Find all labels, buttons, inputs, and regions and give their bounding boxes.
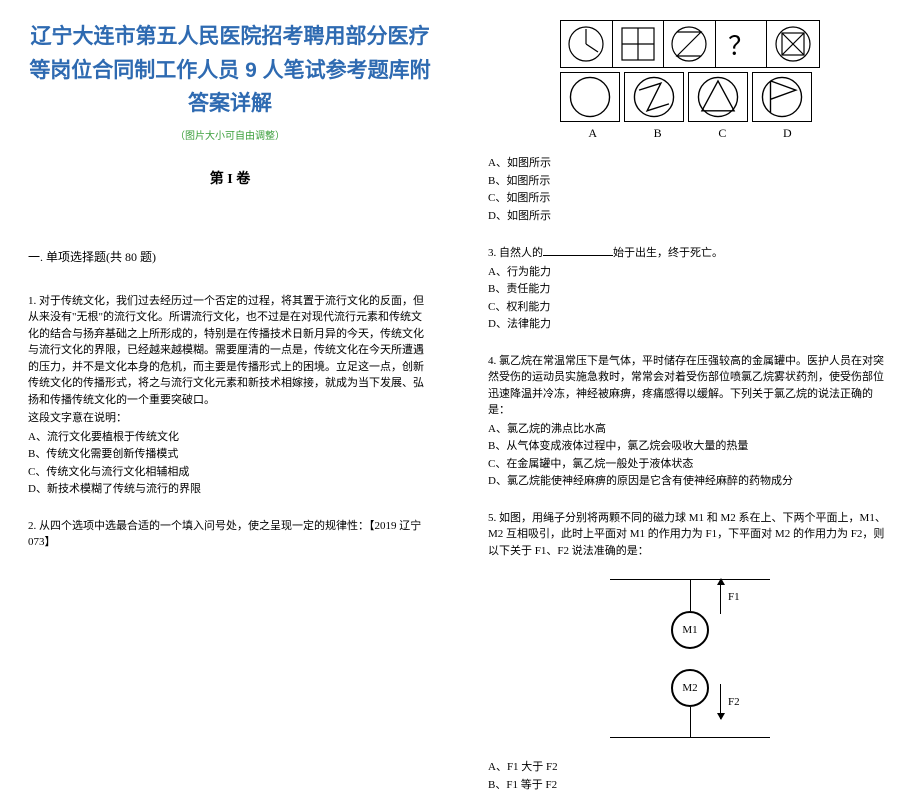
q4-opt-b: B、从气体变成液体过程中，氯乙烷会吸收大量的热量 bbox=[488, 438, 892, 455]
q3-opt-a: A、行为能力 bbox=[488, 264, 892, 281]
question-1: 1. 对于传统文化，我们过去经历过一个否定的过程，将其置于流行文化的反面，但从来… bbox=[28, 293, 432, 498]
q5-opt-b: B、F1 等于 F2 bbox=[488, 777, 892, 793]
q4-stem: 4. 氯乙烷在常温常压下是气体，平时储存在压强较高的金属罐中。医护人员在对突然受… bbox=[488, 353, 892, 419]
q3-opt-c: C、权利能力 bbox=[488, 299, 892, 316]
blank-underscore bbox=[543, 244, 613, 256]
question-4: 4. 氯乙烷在常温常压下是气体，平时储存在压强较高的金属罐中。医护人员在对突然受… bbox=[488, 353, 892, 490]
question-5: 5. 如图，用绳子分别将两颗不同的磁力球 M1 和 M2 系在上、下两个平面上，… bbox=[488, 510, 892, 793]
q2-cell-qmark: ？ bbox=[716, 21, 768, 67]
q2-figure: ？ bbox=[560, 20, 820, 141]
m1-label: M1 bbox=[682, 622, 697, 639]
q3-stem-suffix: 始于出生，终于死亡。 bbox=[613, 247, 723, 259]
q2-opt-d: D、如图所示 bbox=[488, 208, 892, 225]
q3-stem-prefix: 3. 自然人的 bbox=[488, 247, 543, 259]
q5-diagram: F1 M1 M2 F2 bbox=[610, 569, 770, 749]
question-2: 2. 从四个选项中选最合适的一个填入问号处，使之呈现一定的规律性：【2019 辽… bbox=[28, 518, 432, 551]
question-2-opts: A、如图所示 B、如图所示 C、如图所示 D、如图所示 bbox=[488, 155, 892, 224]
q2-opt-c: C、如图所示 bbox=[488, 190, 892, 207]
q2-option-labels: A B C D bbox=[560, 126, 820, 141]
x-box-circle-icon bbox=[773, 24, 813, 64]
volume-label: 第 I 卷 bbox=[28, 168, 432, 188]
q1-prompt: 这段文字意在说明： bbox=[28, 410, 432, 427]
q1-opt-a: A、流行文化要植根于传统文化 bbox=[28, 429, 432, 446]
rope-bottom bbox=[690, 707, 691, 737]
right-column: ？ bbox=[460, 0, 920, 651]
triangle-circle-icon bbox=[695, 74, 741, 120]
q2-cell-3 bbox=[664, 21, 716, 67]
rope-top bbox=[690, 579, 691, 611]
m2-label: M2 bbox=[682, 680, 697, 697]
q1-opt-c: C、传统文化与流行文化相辅相成 bbox=[28, 464, 432, 481]
q2-opt-a: A、如图所示 bbox=[488, 155, 892, 172]
q2-cell-5 bbox=[767, 21, 819, 67]
tilted-z-circle-icon bbox=[631, 74, 677, 120]
q4-opt-c: C、在金属罐中，氯乙烷一般处于液体状态 bbox=[488, 456, 892, 473]
q2-row-top: ？ bbox=[560, 20, 820, 68]
f2-arrow bbox=[720, 684, 721, 719]
m2-node: M2 bbox=[671, 669, 709, 707]
q2-row-options bbox=[560, 72, 820, 122]
left-column: 辽宁大连市第五人民医院招考聘用部分医疗 等岗位合同制工作人员 9 人笔试参考题库… bbox=[0, 0, 460, 651]
title-line-2: 等岗位合同制工作人员 9 人笔试参考题库附 bbox=[29, 59, 430, 82]
q2-label-b: B bbox=[654, 126, 662, 141]
q2-stem: 2. 从四个选项中选最合适的一个填入问号处，使之呈现一定的规律性：【2019 辽… bbox=[28, 518, 432, 551]
circle-icon bbox=[567, 74, 613, 120]
q2-label-d: D bbox=[783, 126, 792, 141]
q2-opt-cell-d bbox=[752, 72, 812, 122]
bottom-plane-line bbox=[610, 737, 770, 738]
q2-opt-b: B、如图所示 bbox=[488, 173, 892, 190]
q2-opt-cell-a bbox=[560, 72, 620, 122]
subtitle: （图片大小可自由调整） bbox=[28, 127, 432, 142]
document-title: 辽宁大连市第五人民医院招考聘用部分医疗 等岗位合同制工作人员 9 人笔试参考题库… bbox=[28, 20, 432, 121]
q4-opt-d: D、氯乙烷能使神经麻痹的原因是它含有使神经麻醉的药物成分 bbox=[488, 473, 892, 490]
q3-opt-b: B、责任能力 bbox=[488, 281, 892, 298]
q2-label-c: C bbox=[718, 126, 726, 141]
q2-opt-cell-c bbox=[688, 72, 748, 122]
clock-icon bbox=[566, 24, 606, 64]
f2-label: F2 bbox=[728, 694, 740, 711]
z-circle-icon bbox=[669, 24, 709, 64]
q3-stem: 3. 自然人的 始于出生，终于死亡。 bbox=[488, 244, 892, 262]
step-square-icon bbox=[618, 24, 658, 64]
m1-node: M1 bbox=[671, 611, 709, 649]
flag-circle-icon bbox=[759, 74, 805, 120]
q2-opt-cell-b bbox=[624, 72, 684, 122]
f1-arrow bbox=[720, 579, 721, 614]
q1-opt-b: B、传统文化需要创新传播模式 bbox=[28, 446, 432, 463]
title-line-1: 辽宁大连市第五人民医院招考聘用部分医疗 bbox=[31, 25, 430, 48]
question-mark-icon: ？ bbox=[728, 26, 754, 63]
section-heading: 一. 单项选择题(共 80 题) bbox=[28, 248, 432, 265]
q2-label-a: A bbox=[588, 126, 597, 141]
q1-opt-d: D、新技术模糊了传统与流行的界限 bbox=[28, 481, 432, 498]
title-line-3: 答案详解 bbox=[188, 92, 272, 115]
q2-cell-2 bbox=[613, 21, 665, 67]
question-3: 3. 自然人的 始于出生，终于死亡。 A、行为能力 B、责任能力 C、权利能力 D… bbox=[488, 244, 892, 333]
q5-stem: 5. 如图，用绳子分别将两颗不同的磁力球 M1 和 M2 系在上、下两个平面上，… bbox=[488, 510, 892, 560]
q1-stem: 1. 对于传统文化，我们过去经历过一个否定的过程，将其置于流行文化的反面，但从来… bbox=[28, 293, 432, 409]
q2-cell-1 bbox=[561, 21, 613, 67]
q5-opt-a: A、F1 大于 F2 bbox=[488, 759, 892, 776]
f1-label: F1 bbox=[728, 589, 740, 606]
q3-opt-d: D、法律能力 bbox=[488, 316, 892, 333]
q4-opt-a: A、氯乙烷的沸点比水高 bbox=[488, 421, 892, 438]
